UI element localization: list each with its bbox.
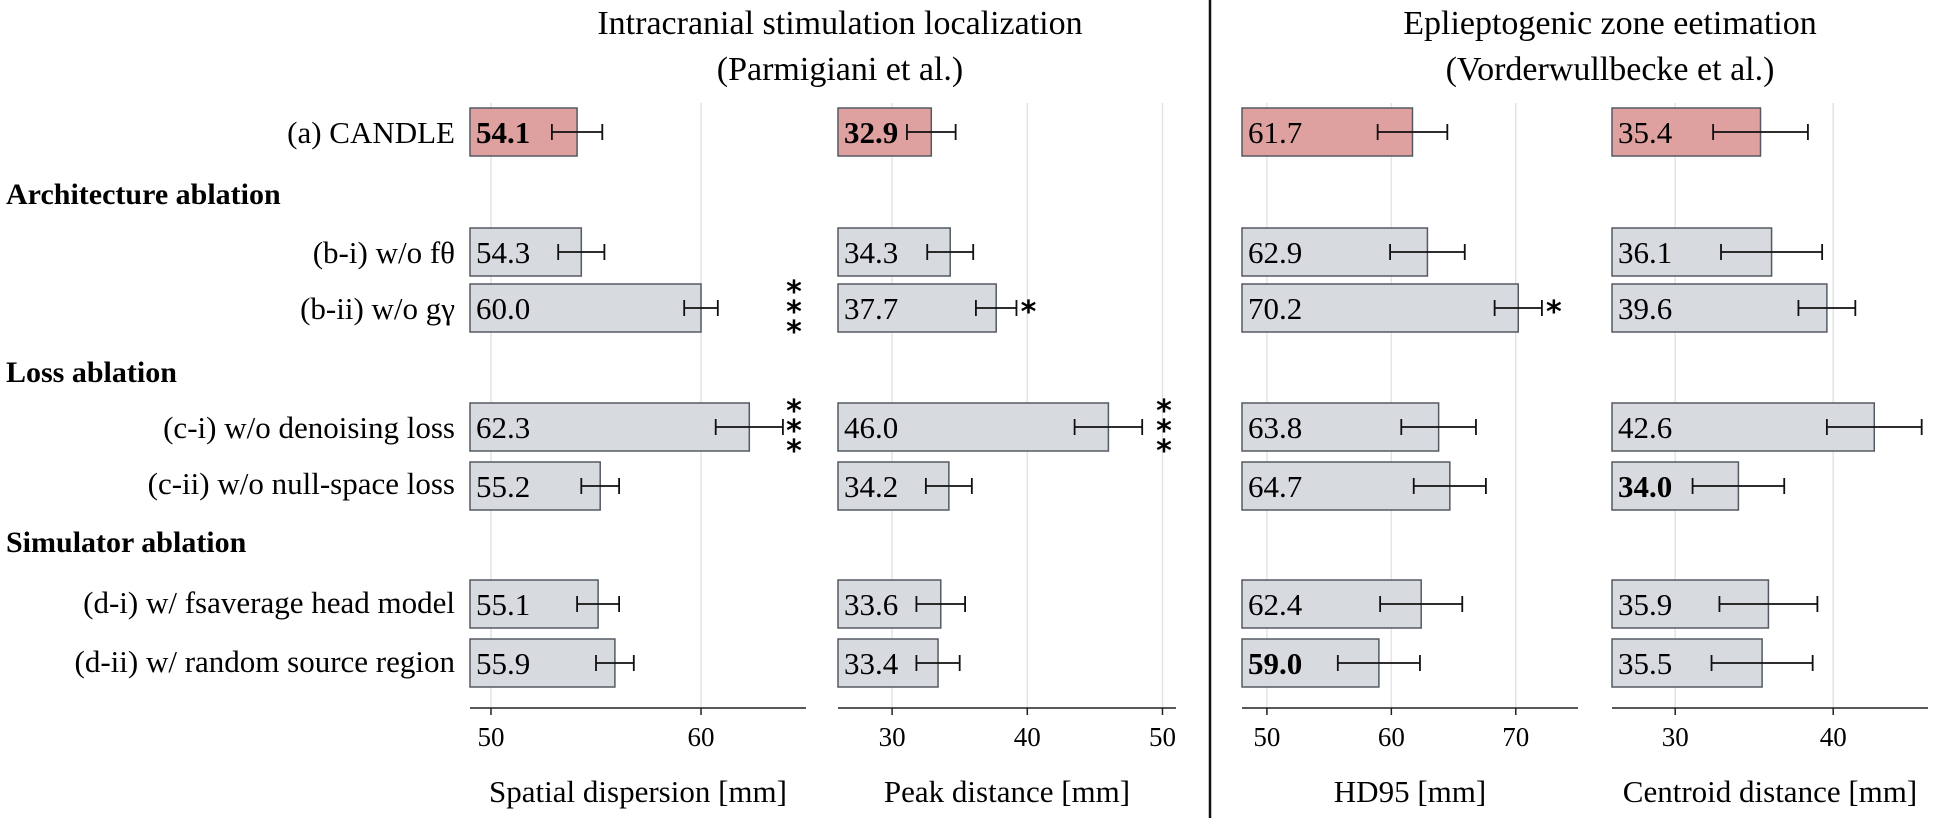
chart-panel-4: 30 40 Centroid distance [mm] 35.4 36.1 39.6 42… xyxy=(1611,103,1928,809)
group-title-left-line-2: (Parmigiani et al.) xyxy=(717,51,963,88)
x-tick-label: 70 xyxy=(1502,722,1529,752)
data-label: 60.0 xyxy=(476,291,530,326)
data-label: 55.2 xyxy=(476,469,530,504)
data-label: 46.0 xyxy=(844,410,898,445)
data-label: 33.6 xyxy=(844,587,898,622)
x-axis-label: Peak distance [mm] xyxy=(884,774,1130,809)
group-title-left-line-1: Intracranial stimulation localization xyxy=(597,5,1082,42)
bar xyxy=(837,402,1110,452)
significance-marker: * xyxy=(1156,414,1172,449)
bar xyxy=(1241,283,1520,333)
data-label: 33.4 xyxy=(844,646,899,681)
data-label: 54.3 xyxy=(476,235,530,270)
bar xyxy=(837,283,997,333)
x-tick-label: 60 xyxy=(688,722,715,752)
significance-marker: * xyxy=(786,394,802,429)
data-label: 64.7 xyxy=(1248,469,1302,504)
data-label: 32.9 xyxy=(844,115,898,150)
significance-marker: * xyxy=(786,414,802,449)
section-loss-ablation: Loss ablation xyxy=(6,356,177,389)
chart-panels: 50 60 Spatial dispersion [mm] 54.1 54.3 60.0 *… xyxy=(469,103,1928,809)
bar xyxy=(469,461,601,511)
significance-marker: * xyxy=(786,275,802,310)
data-label: 55.9 xyxy=(476,646,530,681)
data-label: 54.1 xyxy=(476,115,530,150)
data-label: 37.7 xyxy=(844,291,898,326)
row-label-fsaverage-head-model: (d-i) w/ fsaverage head model xyxy=(83,585,455,620)
bar xyxy=(1611,283,1828,333)
x-tick-label: 30 xyxy=(879,722,906,752)
chart-panel-3: 50 60 70 HD95 [mm] 61.7 62.9 70.2 * 63.8 64.7 62.4… xyxy=(1241,103,1578,809)
data-label: 62.4 xyxy=(1248,587,1303,622)
bar xyxy=(837,638,939,688)
x-tick-label: 50 xyxy=(478,722,505,752)
data-label: 36.1 xyxy=(1618,235,1672,270)
data-label: 55.1 xyxy=(476,587,530,622)
chart-panel-1: 50 60 Spatial dispersion [mm] 54.1 54.3 60.0 *… xyxy=(469,103,806,809)
data-label: 34.0 xyxy=(1618,469,1672,504)
group-title-right-line-1: Eplieptogenic zone eetimation xyxy=(1403,5,1817,42)
section-simulator-ablation: Simulator ablation xyxy=(6,526,247,559)
x-tick-label: 40 xyxy=(1014,722,1041,752)
data-label: 35.5 xyxy=(1618,646,1672,681)
x-tick-label: 30 xyxy=(1662,722,1689,752)
data-label: 63.8 xyxy=(1248,410,1302,445)
data-label: 61.7 xyxy=(1248,115,1302,150)
data-label: 34.2 xyxy=(844,469,898,504)
x-tick-label: 60 xyxy=(1378,722,1405,752)
data-label: 39.6 xyxy=(1618,291,1672,326)
data-label: 59.0 xyxy=(1248,646,1302,681)
data-label: 62.9 xyxy=(1248,235,1302,270)
bar xyxy=(469,283,702,333)
x-axis-label: Centroid distance [mm] xyxy=(1623,774,1917,809)
significance-marker: * xyxy=(1021,295,1037,330)
data-label: 35.4 xyxy=(1618,115,1673,150)
x-tick-label: 50 xyxy=(1149,722,1176,752)
row-label-wo-g-gamma: (b-ii) w/o gγ xyxy=(300,291,455,326)
data-label: 42.6 xyxy=(1618,410,1672,445)
row-label-wo-f-theta: (b-i) w/o fθ xyxy=(313,235,455,270)
x-tick-label: 40 xyxy=(1820,722,1847,752)
x-axis-label: HD95 [mm] xyxy=(1334,774,1486,809)
x-axis-label: Spatial dispersion [mm] xyxy=(489,774,787,809)
significance-marker: * xyxy=(786,315,802,350)
significance-marker: * xyxy=(1156,394,1172,429)
row-label-random-source-region: (d-ii) w/ random source region xyxy=(75,644,456,679)
row-label-candle: (a) CANDLE xyxy=(287,115,455,150)
data-label: 35.9 xyxy=(1618,587,1672,622)
x-tick-label: 50 xyxy=(1253,722,1280,752)
group-title-right-line-2: (Vorderwullbecke et al.) xyxy=(1446,51,1775,88)
data-label: 62.3 xyxy=(476,410,530,445)
significance-marker: * xyxy=(1546,295,1562,330)
row-labels: (a) CANDLE Architecture ablation (b-i) w… xyxy=(6,115,455,679)
section-architecture-ablation: Architecture ablation xyxy=(6,178,281,211)
significance-marker: * xyxy=(786,434,802,469)
row-label-wo-denoising-loss: (c-i) w/o denoising loss xyxy=(163,410,455,445)
significance-marker: * xyxy=(786,295,802,330)
chart-panel-2: 30 40 50 Peak distance [mm] 32.9 34.3 37.7 * 46.… xyxy=(837,103,1176,809)
row-label-wo-null-space-loss: (c-ii) w/o null-space loss xyxy=(148,466,455,501)
data-label: 34.3 xyxy=(844,235,898,270)
significance-marker: * xyxy=(1156,434,1172,469)
data-label: 70.2 xyxy=(1248,291,1302,326)
